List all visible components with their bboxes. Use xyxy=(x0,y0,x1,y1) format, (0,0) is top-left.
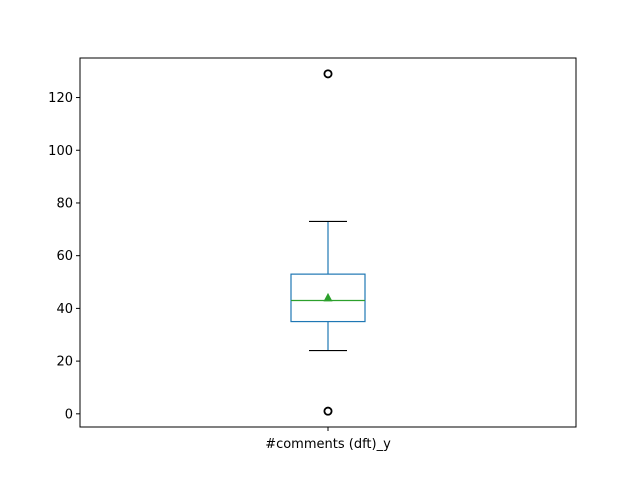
x-tick-label: #comments (dft)_y xyxy=(265,437,391,452)
y-tick-label: 60 xyxy=(56,249,73,264)
box-plot xyxy=(290,69,366,416)
outlier-point xyxy=(323,69,333,79)
y-tick-label: 0 xyxy=(65,407,73,422)
y-tick-label: 80 xyxy=(56,196,73,211)
y-tick-label: 20 xyxy=(56,355,73,370)
y-tick-label: 40 xyxy=(56,302,73,317)
y-tick-label: 100 xyxy=(48,144,73,159)
outlier-point xyxy=(323,406,333,416)
x-axis: #comments (dft)_y xyxy=(265,427,391,452)
y-tick-label: 120 xyxy=(48,91,73,106)
iqr-box xyxy=(290,273,366,323)
mean-marker xyxy=(323,292,333,302)
y-axis: 0 20 40 60 80 100 120 xyxy=(48,91,80,422)
